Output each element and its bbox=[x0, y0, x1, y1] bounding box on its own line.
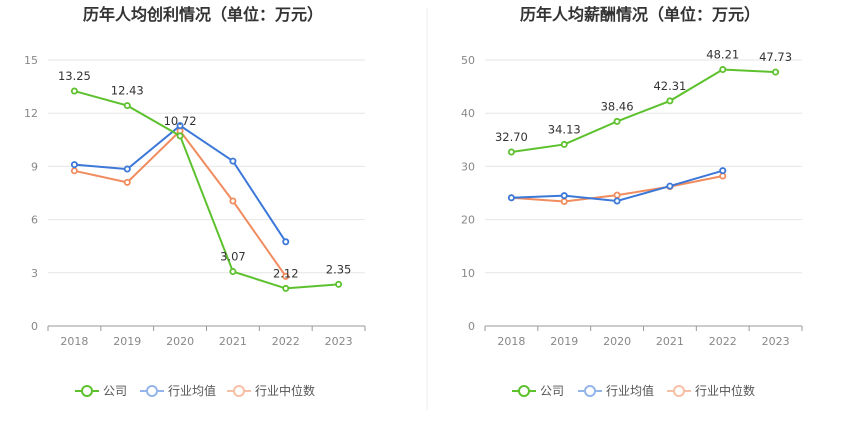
chart-1-series-3-point[interactable] bbox=[123, 178, 131, 186]
chart-2-series-1-point[interactable] bbox=[613, 117, 621, 125]
chart-2-series-2-point[interactable] bbox=[560, 192, 568, 200]
chart-1-series-2-point[interactable] bbox=[70, 161, 78, 169]
chart-1-data-label: 10.72 bbox=[164, 114, 197, 128]
chart-1-legend-swatch-marker bbox=[146, 385, 158, 397]
chart-1-y-tick-label: 12 bbox=[24, 107, 38, 120]
chart-2-y-tick-label: 40 bbox=[461, 107, 475, 120]
chart-1-series-3-line bbox=[74, 129, 287, 277]
chart-2-y-tick-label: 30 bbox=[461, 160, 475, 173]
chart-2-legend-item-2[interactable]: 行业均值 bbox=[578, 383, 654, 398]
chart-1-x-tick-label: 2023 bbox=[325, 335, 353, 348]
chart-2-data-label: 48.21 bbox=[706, 48, 739, 62]
chart-2-x-tick-label: 2023 bbox=[762, 335, 790, 348]
chart-1-series-3 bbox=[70, 127, 290, 280]
chart-1-x-tick-label: 2019 bbox=[113, 335, 141, 348]
chart-2-data-label: 32.70 bbox=[495, 130, 528, 144]
chart-2-series-1-line bbox=[511, 68, 776, 154]
chart-2-legend-label: 行业均值 bbox=[606, 383, 654, 398]
chart-1-x-tick-label: 2018 bbox=[60, 335, 88, 348]
chart-2-legend-item-3[interactable]: 行业中位数 bbox=[667, 383, 755, 398]
chart-1-data-label: 2.12 bbox=[273, 266, 299, 280]
chart-1-legend-label: 行业均值 bbox=[168, 383, 216, 398]
chart-1-y-tick-label: 9 bbox=[31, 160, 38, 173]
chart-2-legend-item-1[interactable]: 公司 bbox=[512, 384, 564, 398]
chart-2-series-3-point[interactable] bbox=[560, 198, 568, 206]
chart-2-series-2 bbox=[507, 167, 727, 205]
chart-2-data-label: 47.73 bbox=[759, 50, 792, 64]
chart-2: 历年人均薪酬情况（单位：万元） 0 10 20 30 40 50 2018 2019 2020 20… bbox=[461, 5, 803, 398]
chart-1-series-2-line bbox=[74, 124, 287, 243]
chart-2-series-1-point[interactable] bbox=[772, 68, 780, 76]
chart-2-series-1-point[interactable] bbox=[507, 148, 515, 156]
chart-1-legend-label: 公司 bbox=[103, 384, 127, 398]
chart-1-series-2-point[interactable] bbox=[176, 122, 184, 130]
chart-1-series-3-point[interactable] bbox=[70, 167, 78, 175]
chart-2-data-label: 34.13 bbox=[548, 122, 581, 136]
chart-1-legend-label: 行业中位数 bbox=[255, 383, 315, 398]
chart-1-y-tick-label: 3 bbox=[31, 267, 38, 280]
chart-2-legend-label: 公司 bbox=[540, 384, 564, 398]
chart-1-series-1-point[interactable] bbox=[176, 132, 184, 140]
chart-2-y-tick-label: 10 bbox=[461, 267, 475, 280]
chart-2-series-2-point[interactable] bbox=[719, 167, 727, 175]
chart-2-series-1: 32.70 34.13 38.46 42.31 48.21 47.73 bbox=[495, 48, 792, 156]
chart-1-series-1-point[interactable] bbox=[70, 87, 78, 95]
chart-1-y-tick-label: 0 bbox=[31, 320, 38, 333]
chart-2-x-tick-label: 2022 bbox=[709, 335, 737, 348]
chart-2-series-1-point[interactable] bbox=[560, 140, 568, 148]
chart-1-x-tick-label: 2022 bbox=[272, 335, 300, 348]
chart-2-series-1-point[interactable] bbox=[719, 66, 727, 74]
chart-2-x-tick-label: 2020 bbox=[603, 335, 631, 348]
chart-2-legend-swatch-marker bbox=[673, 385, 685, 397]
chart-1-series-2-point[interactable] bbox=[123, 165, 131, 173]
chart-2-legend-swatch-marker bbox=[518, 385, 530, 397]
chart-1-data-label: 12.43 bbox=[111, 84, 144, 98]
chart-2-series-2-point[interactable] bbox=[507, 194, 515, 202]
chart-1-series-2-point[interactable] bbox=[229, 157, 237, 165]
chart-1-title: 历年人均创利情况（单位：万元） bbox=[83, 5, 323, 24]
chart-1-series-1-point[interactable] bbox=[123, 102, 131, 110]
chart-2-x-tick-label: 2018 bbox=[497, 335, 525, 348]
chart-2-legend-swatch-marker bbox=[584, 385, 596, 397]
chart-1-series-1: 13.25 12.43 10.72 3.07 2.12 2.35 bbox=[58, 69, 352, 292]
chart-2-y-tick-label: 20 bbox=[461, 214, 475, 227]
chart-2-x-tick-label: 2019 bbox=[550, 335, 578, 348]
chart-1-series-3-point[interactable] bbox=[282, 272, 290, 280]
chart-1-series-1-point[interactable] bbox=[335, 280, 343, 288]
chart-1-legend-item-1[interactable]: 公司 bbox=[75, 384, 127, 398]
chart-2-title: 历年人均薪酬情况（单位：万元） bbox=[520, 5, 760, 24]
chart-2-data-label: 38.46 bbox=[601, 99, 634, 113]
chart-1-legend-swatch-marker bbox=[233, 385, 245, 397]
chart-1-y-tick-label: 15 bbox=[24, 54, 38, 67]
chart-1-legend-item-2[interactable]: 行业均值 bbox=[140, 383, 216, 398]
chart-1-x-tick-label: 2020 bbox=[166, 335, 194, 348]
chart-1-data-label: 13.25 bbox=[58, 69, 91, 83]
chart-1-series-1-point[interactable] bbox=[229, 268, 237, 276]
chart-1-data-label: 3.07 bbox=[220, 250, 246, 264]
chart-1-series-2-point[interactable] bbox=[282, 238, 290, 246]
chart-1-series-2 bbox=[70, 122, 290, 246]
chart-1-data-label: 2.35 bbox=[326, 262, 352, 276]
chart-1: 历年人均创利情况（单位：万元） 0 3 6 9 12 15 2018 2019 2020 2021 2… bbox=[24, 5, 366, 398]
chart-2-series-2-point[interactable] bbox=[613, 197, 621, 205]
chart-2-y-tick-label: 50 bbox=[461, 54, 475, 67]
chart-1-series-3-point[interactable] bbox=[229, 197, 237, 205]
chart-1-series-1-point[interactable] bbox=[282, 284, 290, 292]
chart-2-data-label: 42.31 bbox=[653, 79, 686, 93]
chart-2-x-tick-label: 2021 bbox=[656, 335, 684, 348]
chart-2-legend-label: 行业中位数 bbox=[695, 383, 755, 398]
chart-2-series-3-point[interactable] bbox=[613, 191, 621, 199]
chart-1-series-1-line bbox=[74, 90, 339, 290]
chart-1-x-tick-label: 2021 bbox=[219, 335, 247, 348]
chart-1-y-tick-label: 6 bbox=[31, 214, 38, 227]
chart-2-series-1-point[interactable] bbox=[666, 97, 674, 105]
chart-2-series-2-point[interactable] bbox=[666, 182, 674, 190]
chart-1-legend-item-3[interactable]: 行业中位数 bbox=[227, 383, 315, 398]
chart-2-y-tick-label: 0 bbox=[468, 320, 475, 333]
chart-1-legend-swatch-marker bbox=[81, 385, 93, 397]
